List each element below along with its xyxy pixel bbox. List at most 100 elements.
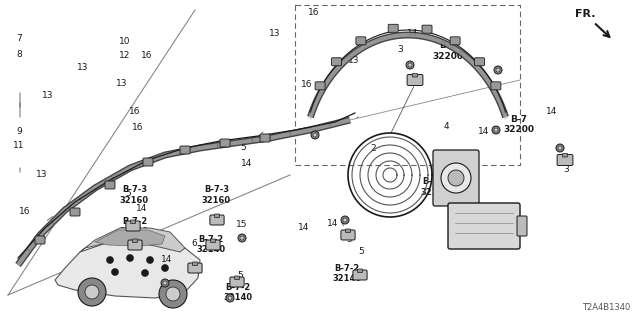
Text: 14: 14 [298, 223, 310, 232]
Text: FR.: FR. [575, 9, 609, 37]
Circle shape [228, 296, 232, 300]
Circle shape [408, 63, 412, 67]
Circle shape [496, 68, 500, 72]
Circle shape [311, 131, 319, 139]
Circle shape [406, 61, 414, 69]
FancyBboxPatch shape [35, 236, 45, 244]
Circle shape [78, 278, 106, 306]
FancyBboxPatch shape [474, 58, 484, 66]
Text: 5: 5 [241, 143, 246, 152]
Text: B-7-3
32160: B-7-3 32160 [120, 186, 149, 205]
Circle shape [159, 280, 187, 308]
Circle shape [147, 257, 154, 263]
Text: 16: 16 [301, 80, 313, 89]
Text: 15: 15 [236, 220, 248, 229]
FancyBboxPatch shape [433, 150, 479, 206]
Text: B-7-2
32140: B-7-2 32140 [223, 283, 253, 302]
FancyBboxPatch shape [214, 214, 220, 218]
Circle shape [240, 236, 244, 240]
Circle shape [161, 265, 168, 271]
Text: 8: 8 [17, 50, 22, 59]
FancyBboxPatch shape [315, 82, 325, 90]
Circle shape [127, 254, 134, 261]
FancyBboxPatch shape [143, 158, 153, 166]
FancyBboxPatch shape [211, 239, 216, 243]
Text: 16: 16 [141, 52, 153, 60]
FancyBboxPatch shape [332, 58, 342, 66]
Circle shape [141, 269, 148, 276]
Text: 16: 16 [308, 8, 319, 17]
Text: B-7-2
32140: B-7-2 32140 [332, 264, 362, 283]
Text: 6: 6 [191, 239, 196, 248]
FancyBboxPatch shape [491, 82, 501, 90]
FancyBboxPatch shape [413, 74, 417, 77]
FancyBboxPatch shape [356, 37, 366, 45]
FancyBboxPatch shape [341, 230, 355, 240]
Text: B-7-2
32140: B-7-2 32140 [120, 217, 149, 236]
Text: T2A4B1340: T2A4B1340 [582, 303, 630, 312]
Text: 14: 14 [407, 29, 419, 38]
Text: 14: 14 [241, 159, 252, 168]
Text: 12: 12 [119, 52, 131, 60]
FancyBboxPatch shape [131, 220, 136, 223]
Text: 14: 14 [546, 108, 557, 116]
Text: B-7-1
32117: B-7-1 32117 [420, 178, 450, 197]
FancyBboxPatch shape [407, 75, 423, 85]
Polygon shape [55, 240, 200, 298]
Circle shape [163, 281, 167, 285]
FancyBboxPatch shape [220, 139, 230, 147]
Circle shape [313, 133, 317, 137]
FancyBboxPatch shape [105, 181, 115, 189]
Circle shape [161, 279, 169, 287]
Text: 13: 13 [42, 92, 54, 100]
FancyBboxPatch shape [188, 263, 202, 273]
FancyBboxPatch shape [517, 216, 527, 236]
Text: 13: 13 [269, 29, 281, 38]
Circle shape [494, 66, 502, 74]
Circle shape [494, 128, 498, 132]
Text: B-7-3
32160: B-7-3 32160 [202, 186, 231, 205]
FancyBboxPatch shape [193, 262, 198, 266]
Text: 4: 4 [444, 122, 449, 131]
Text: 10: 10 [119, 37, 131, 46]
Text: 7: 7 [17, 34, 22, 43]
FancyBboxPatch shape [128, 240, 142, 250]
Text: 14: 14 [477, 127, 489, 136]
Polygon shape [80, 228, 185, 252]
Text: B-7
32200: B-7 32200 [503, 115, 534, 134]
FancyBboxPatch shape [353, 270, 367, 280]
FancyBboxPatch shape [206, 240, 220, 250]
Circle shape [558, 146, 562, 150]
Text: 5: 5 [346, 236, 351, 244]
Text: 5: 5 [237, 271, 243, 280]
FancyBboxPatch shape [450, 37, 460, 45]
FancyBboxPatch shape [132, 239, 138, 243]
FancyBboxPatch shape [422, 25, 432, 33]
FancyBboxPatch shape [563, 154, 568, 157]
Circle shape [111, 268, 118, 276]
Polygon shape [95, 230, 165, 246]
Circle shape [341, 216, 349, 224]
Text: 14: 14 [327, 220, 339, 228]
Circle shape [556, 144, 564, 152]
Text: 16: 16 [19, 207, 30, 216]
Circle shape [106, 257, 113, 263]
FancyBboxPatch shape [260, 134, 270, 142]
FancyBboxPatch shape [448, 203, 520, 249]
Text: B-7-2
32140: B-7-2 32140 [459, 216, 488, 235]
Text: 3: 3 [397, 45, 403, 54]
Text: 11: 11 [13, 141, 25, 150]
Text: 2: 2 [371, 144, 376, 153]
Text: 3: 3 [564, 165, 569, 174]
FancyBboxPatch shape [358, 269, 362, 273]
FancyBboxPatch shape [126, 221, 140, 231]
Text: 16: 16 [129, 108, 140, 116]
FancyBboxPatch shape [388, 24, 398, 32]
Text: 16: 16 [132, 124, 143, 132]
Text: 13: 13 [348, 56, 360, 65]
FancyBboxPatch shape [557, 155, 573, 165]
Circle shape [492, 126, 500, 134]
Text: 5: 5 [125, 189, 131, 198]
Circle shape [166, 287, 180, 301]
Circle shape [238, 234, 246, 242]
